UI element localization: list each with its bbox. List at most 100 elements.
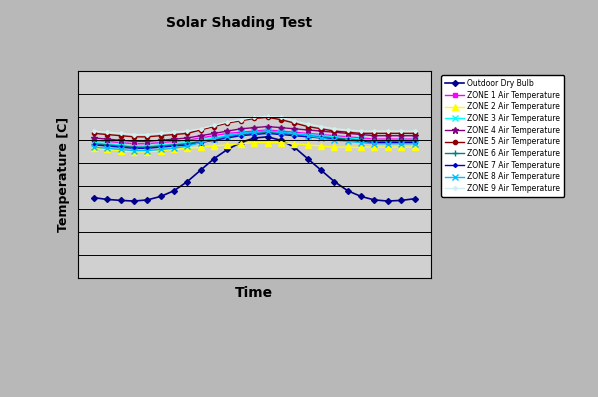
ZONE 9 Air Temperature [224, 119, 231, 124]
ZONE 4 Air Temperature [371, 133, 378, 138]
Outdoor Dry Bulb [103, 197, 111, 202]
ZONE 6 Air Temperature [210, 137, 218, 141]
ZONE 6 Air Temperature [197, 139, 205, 144]
ZONE 5 Air Temperature [251, 116, 258, 121]
ZONE 1 Air Temperature [398, 137, 405, 141]
ZONE 5 Air Temperature [197, 127, 205, 132]
ZONE 6 Air Temperature [371, 139, 378, 144]
Line: ZONE 7 Air Temperature: ZONE 7 Air Temperature [92, 132, 416, 150]
ZONE 1 Air Temperature [157, 140, 164, 145]
ZONE 3 Air Temperature [291, 131, 298, 136]
ZONE 2 Air Temperature [304, 143, 311, 147]
ZONE 2 Air Temperature [291, 141, 298, 146]
ZONE 7 Air Temperature [157, 145, 164, 150]
ZONE 5 Air Temperature [331, 129, 338, 133]
Line: ZONE 1 Air Temperature: ZONE 1 Air Temperature [91, 128, 417, 146]
ZONE 6 Air Temperature [251, 131, 258, 136]
ZONE 2 Air Temperature [157, 148, 164, 153]
ZONE 8 Air Temperature [197, 140, 205, 145]
ZONE 4 Air Temperature [398, 133, 405, 138]
ZONE 9 Air Temperature [144, 132, 151, 137]
ZONE 3 Air Temperature [103, 141, 111, 146]
ZONE 9 Air Temperature [411, 129, 418, 133]
ZONE 9 Air Temperature [304, 122, 311, 127]
ZONE 1 Air Temperature [291, 130, 298, 135]
ZONE 3 Air Temperature [170, 141, 178, 146]
ZONE 6 Air Temperature [117, 144, 124, 148]
ZONE 1 Air Temperature [90, 138, 97, 143]
Outdoor Dry Bulb [277, 138, 285, 143]
ZONE 3 Air Temperature [398, 138, 405, 143]
ZONE 9 Air Temperature [197, 126, 205, 131]
ZONE 8 Air Temperature [384, 141, 391, 146]
ZONE 2 Air Temperature [411, 145, 418, 150]
ZONE 7 Air Temperature [117, 145, 124, 150]
ZONE 5 Air Temperature [371, 131, 378, 136]
ZONE 5 Air Temperature [398, 131, 405, 136]
ZONE 3 Air Temperature [144, 144, 151, 148]
ZONE 7 Air Temperature [411, 140, 418, 145]
ZONE 5 Air Temperature [384, 131, 391, 136]
ZONE 9 Air Temperature [117, 131, 124, 136]
ZONE 7 Air Temperature [264, 131, 271, 136]
ZONE 5 Air Temperature [224, 121, 231, 125]
ZONE 2 Air Temperature [277, 140, 285, 145]
ZONE 7 Air Temperature [331, 137, 338, 141]
Outdoor Dry Bulb [197, 168, 205, 172]
ZONE 8 Air Temperature [344, 139, 351, 144]
ZONE 4 Air Temperature [103, 137, 111, 141]
ZONE 5 Air Temperature [358, 131, 365, 136]
ZONE 4 Air Temperature [251, 125, 258, 130]
ZONE 6 Air Temperature [130, 145, 138, 150]
Line: ZONE 6 Air Temperature: ZONE 6 Air Temperature [90, 129, 418, 150]
ZONE 1 Air Temperature [411, 137, 418, 141]
ZONE 8 Air Temperature [210, 137, 218, 141]
ZONE 8 Air Temperature [277, 130, 285, 135]
ZONE 3 Air Temperature [184, 140, 191, 145]
Outdoor Dry Bulb [184, 179, 191, 184]
ZONE 6 Air Temperature [157, 144, 164, 148]
ZONE 7 Air Temperature [318, 136, 325, 141]
ZONE 3 Air Temperature [358, 137, 365, 141]
ZONE 4 Air Temperature [358, 132, 365, 137]
ZONE 4 Air Temperature [130, 139, 138, 144]
ZONE 8 Air Temperature [103, 146, 111, 151]
ZONE 4 Air Temperature [210, 131, 218, 136]
ZONE 2 Air Temperature [371, 145, 378, 150]
ZONE 9 Air Temperature [291, 118, 298, 123]
Y-axis label: Temperature [C]: Temperature [C] [57, 117, 70, 232]
Outdoor Dry Bulb [210, 156, 218, 161]
ZONE 1 Air Temperature [358, 136, 365, 141]
ZONE 1 Air Temperature [371, 137, 378, 141]
ZONE 4 Air Temperature [117, 138, 124, 143]
ZONE 6 Air Temperature [291, 132, 298, 137]
ZONE 6 Air Temperature [224, 135, 231, 139]
Outdoor Dry Bulb [398, 198, 405, 203]
ZONE 3 Air Temperature [318, 133, 325, 138]
ZONE 6 Air Temperature [358, 138, 365, 143]
ZONE 4 Air Temperature [291, 126, 298, 131]
ZONE 7 Air Temperature [371, 140, 378, 145]
ZONE 4 Air Temperature [277, 125, 285, 130]
ZONE 3 Air Temperature [371, 138, 378, 143]
ZONE 2 Air Temperature [184, 146, 191, 151]
ZONE 3 Air Temperature [277, 130, 285, 135]
ZONE 3 Air Temperature [157, 143, 164, 147]
ZONE 7 Air Temperature [210, 138, 218, 143]
Line: ZONE 2 Air Temperature: ZONE 2 Air Temperature [91, 140, 417, 154]
ZONE 5 Air Temperature [304, 124, 311, 129]
ZONE 7 Air Temperature [344, 138, 351, 143]
ZONE 6 Air Temperature [170, 143, 178, 147]
ZONE 9 Air Temperature [90, 129, 97, 133]
X-axis label: Time: Time [235, 285, 273, 300]
ZONE 5 Air Temperature [291, 121, 298, 125]
ZONE 3 Air Temperature [344, 136, 351, 141]
Line: ZONE 4 Air Temperature: ZONE 4 Air Temperature [90, 123, 418, 145]
Outdoor Dry Bulb [157, 194, 164, 199]
Text: Solar Shading Test: Solar Shading Test [166, 16, 312, 30]
Outdoor Dry Bulb [291, 145, 298, 150]
ZONE 7 Air Temperature [144, 146, 151, 151]
ZONE 4 Air Temperature [90, 136, 97, 141]
ZONE 7 Air Temperature [130, 146, 138, 151]
ZONE 8 Air Temperature [398, 141, 405, 146]
